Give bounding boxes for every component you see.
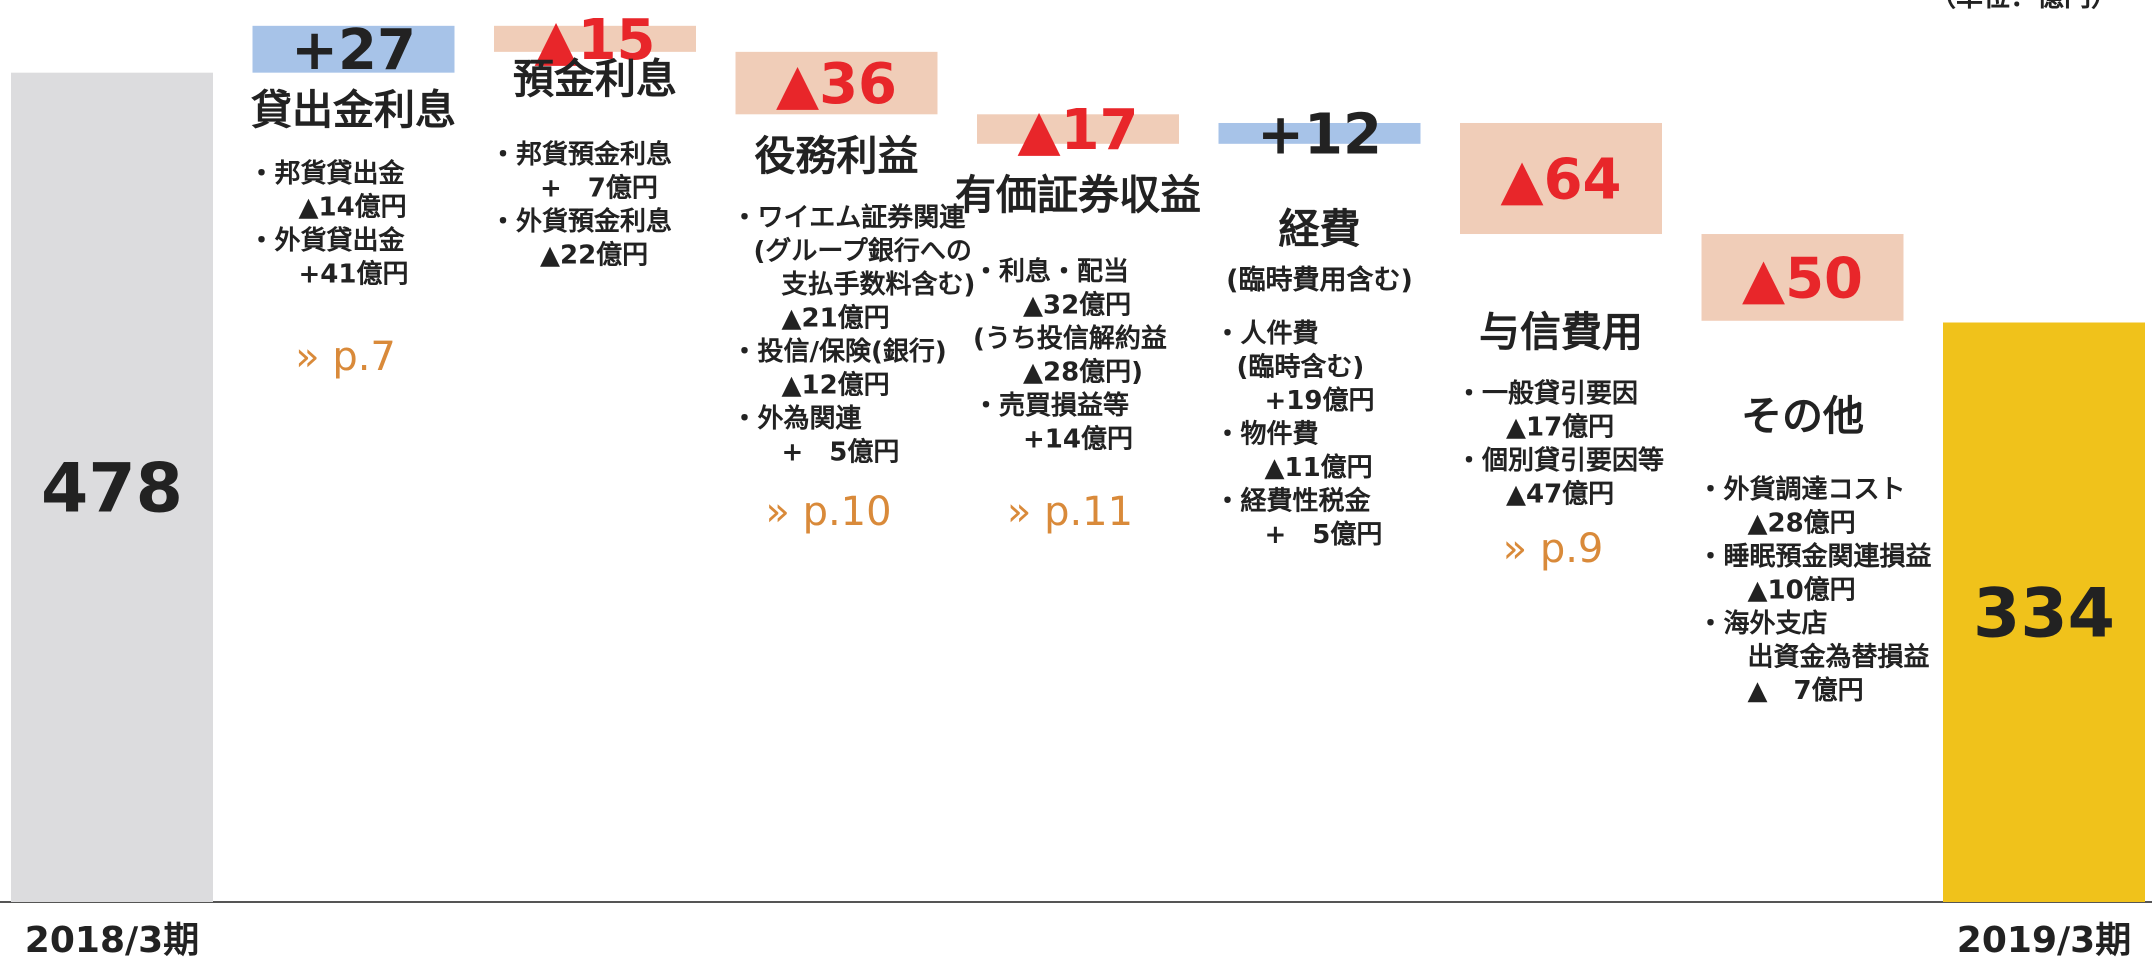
value-label: +12: [1257, 102, 1382, 167]
page-link: » p.10: [765, 489, 891, 535]
detail-line: ・外貨調達コスト: [1698, 474, 1906, 505]
column-title: 役務利益: [755, 132, 919, 180]
column-title: 経費: [1279, 205, 1361, 253]
detail-line: (うち投信解約益: [973, 323, 1167, 354]
detail-line: (グループ銀行への: [754, 236, 972, 267]
detail-line: ・ワイエム証券関連: [732, 202, 967, 233]
value-label: 334: [1973, 574, 2115, 653]
value-label: ▲17: [1018, 98, 1139, 163]
detail-line: ・外貨貸出金: [249, 225, 406, 256]
column-title: 貸出金利息: [251, 86, 456, 134]
detail-line: ▲21億円: [782, 304, 890, 334]
detail-line: ▲22億円: [540, 241, 648, 271]
detail-line: ▲11億円: [1265, 453, 1373, 483]
detail-line: (臨時含む): [1237, 352, 1365, 383]
detail-line: ▲ 7億円: [1748, 676, 1864, 706]
detail-line: ・睡眠預金関連損益: [1698, 541, 1932, 572]
value-label: 478: [41, 449, 183, 528]
page-link: » p.11: [1007, 489, 1133, 535]
value-label: ▲64: [1501, 148, 1622, 213]
bar: [252, 25, 455, 73]
detail-line: ・個別貸引要因等: [1456, 445, 1664, 476]
detail-line: ▲12億円: [782, 371, 890, 401]
bar: [977, 114, 1179, 144]
detail-line: ▲47億円: [1506, 480, 1614, 510]
bar: [1943, 322, 2145, 902]
detail-line: ・外貨預金利息: [490, 206, 672, 237]
detail-line: + 5億円: [1265, 520, 1383, 550]
column-title: 与信費用: [1479, 308, 1643, 356]
detail-line: ・海外支店: [1698, 609, 1828, 639]
detail-line: ・物件費: [1215, 420, 1319, 450]
bar: [1701, 234, 1904, 321]
value-label: ▲15: [535, 8, 656, 73]
detail-line: 出資金為替損益: [1748, 642, 1930, 673]
detail-line: + 7億円: [540, 174, 658, 204]
page-link: » p.7: [295, 334, 396, 380]
detail-line: ・投信/保険(銀行): [732, 336, 947, 367]
value-label: ▲50: [1742, 246, 1863, 311]
detail-line: ・邦貨貸出金: [249, 158, 406, 189]
detail-line: +19億円: [1265, 386, 1375, 416]
column-title: 有価証券収益: [955, 171, 1201, 219]
detail-line: ・売買損益等: [973, 390, 1129, 421]
category-label: 2019/3期: [1957, 920, 2131, 961]
detail-line: 支払手数料含む): [782, 269, 976, 300]
detail-line: ▲10億円: [1748, 576, 1856, 606]
column-title: その他: [1741, 392, 1864, 440]
bar: [735, 51, 938, 115]
unit-label: （単位：億円）: [1929, 0, 2118, 13]
detail-line: +41億円: [299, 260, 409, 290]
detail-line: ▲28億円): [1023, 358, 1143, 388]
detail-line: + 5億円: [782, 438, 900, 468]
bar: [494, 25, 696, 52]
detail-line: ・経費性税金: [1215, 486, 1372, 517]
detail-line: ・利息・配当: [973, 256, 1129, 287]
column-subtitle: (臨時費用含む): [1226, 264, 1413, 296]
detail-line: ・外為関連: [732, 404, 863, 434]
detail-line: ・一般貸引要因: [1456, 378, 1638, 409]
bar: [1218, 122, 1421, 144]
detail-line: ▲14億円: [299, 193, 407, 223]
column-title: 預金利息: [513, 55, 677, 103]
detail-line: ▲32億円: [1023, 291, 1131, 321]
bar: [1460, 122, 1662, 235]
bar: [11, 72, 213, 903]
detail-line: ▲17億円: [1506, 413, 1614, 443]
category-label: 2018/3期: [25, 920, 199, 961]
value-label: ▲36: [776, 52, 897, 117]
detail-line: ・人件費: [1215, 319, 1319, 349]
page-link: » p.9: [1503, 526, 1604, 572]
detail-line: ・邦貨預金利息: [490, 139, 672, 170]
detail-line: +14億円: [1023, 425, 1133, 455]
value-label: +27: [291, 18, 416, 83]
detail-line: ▲28億円: [1748, 509, 1856, 539]
